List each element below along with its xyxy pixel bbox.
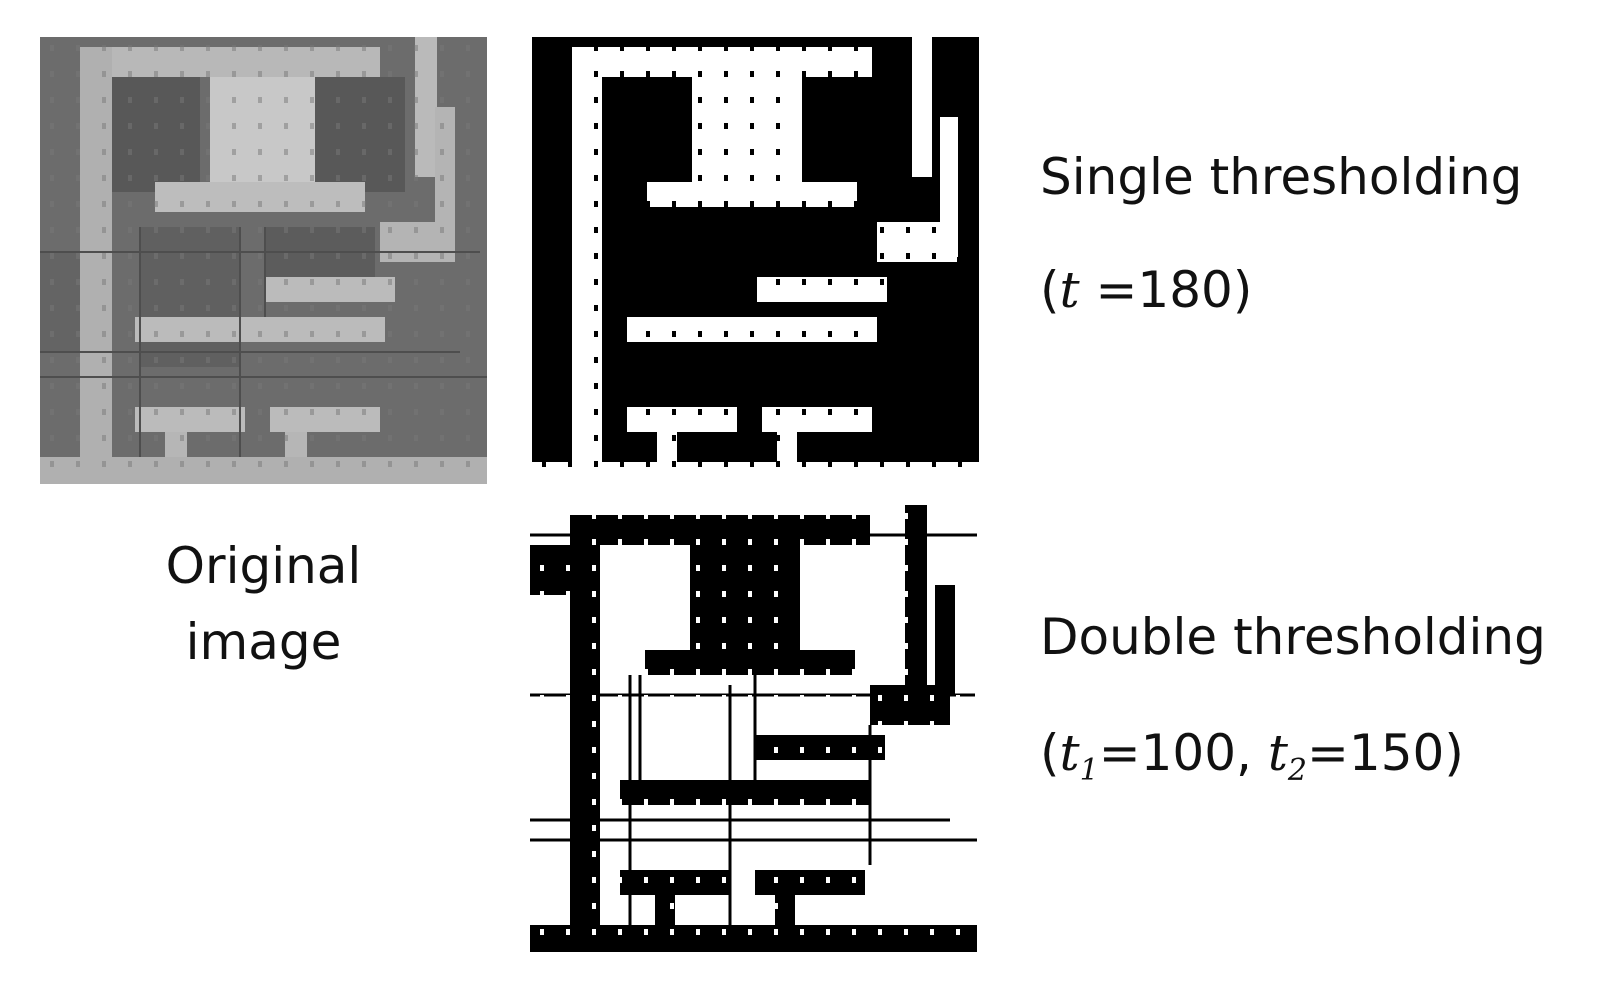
single-threshold-parameter: (t =180) xyxy=(1040,265,1252,315)
double-t1-symbol: t xyxy=(1059,724,1080,782)
original-caption-line2: image xyxy=(185,613,342,671)
original-image xyxy=(40,37,487,484)
double-t1-value: =100, xyxy=(1098,724,1268,782)
double-t2-subscript: 2 xyxy=(1287,753,1308,788)
single-threshold-image xyxy=(532,37,979,484)
double-threshold-parameters: (t1=100, t2=150) xyxy=(1040,728,1464,786)
double-t1-subscript: 1 xyxy=(1079,753,1099,788)
double-threshold-title: Double thresholding xyxy=(1040,608,1546,666)
single-t-value: =180) xyxy=(1079,261,1253,319)
double-t2-value: =150) xyxy=(1307,724,1464,782)
single-t-symbol: t xyxy=(1059,261,1080,319)
double-threshold-image xyxy=(530,505,977,952)
original-image-caption: Original image xyxy=(40,528,487,680)
single-threshold-title: Single thresholding xyxy=(1040,148,1523,206)
double-paren: ( xyxy=(1040,724,1060,782)
original-caption-line1: Original xyxy=(165,537,362,595)
single-paren: ( xyxy=(1040,261,1060,319)
double-t2-symbol: t xyxy=(1267,724,1288,782)
